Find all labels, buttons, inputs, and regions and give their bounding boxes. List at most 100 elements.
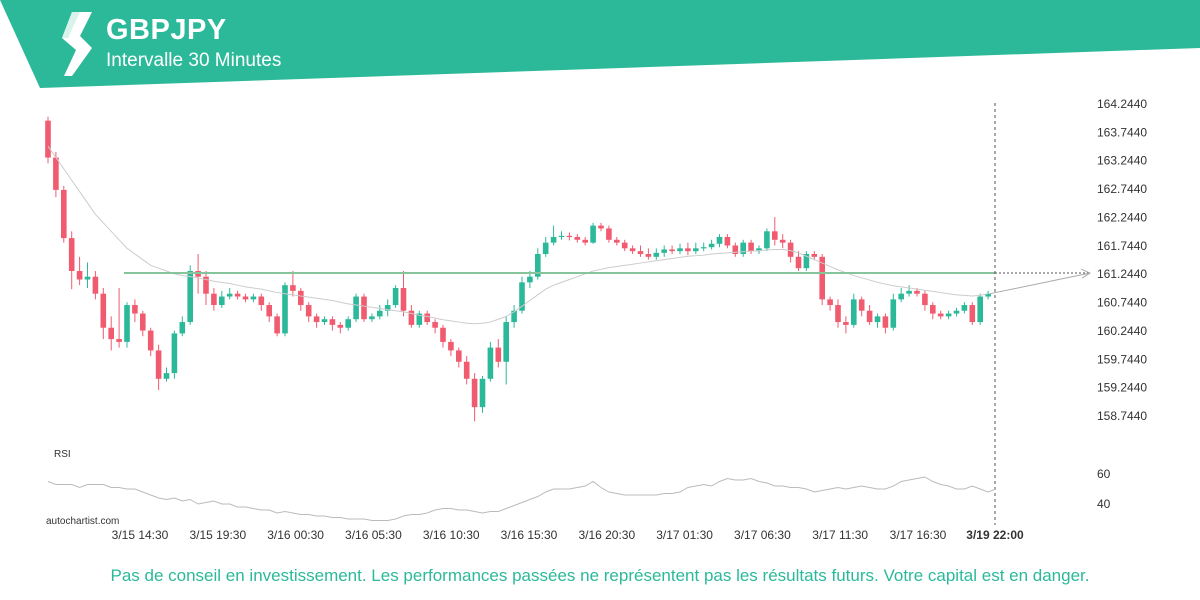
candle-body bbox=[645, 253, 652, 257]
candle bbox=[535, 248, 541, 280]
candle-body bbox=[724, 236, 731, 246]
candle-body bbox=[803, 253, 810, 269]
candle-body bbox=[440, 327, 446, 342]
candle bbox=[866, 305, 873, 325]
candle bbox=[155, 344, 162, 391]
candle-body bbox=[203, 276, 209, 294]
candle-body bbox=[969, 305, 976, 323]
candle bbox=[100, 288, 107, 340]
candle-body bbox=[542, 242, 549, 254]
y-tick-label: 159.7440 bbox=[1097, 352, 1147, 366]
candle-body bbox=[535, 253, 541, 277]
candle bbox=[645, 248, 652, 260]
candle bbox=[219, 290, 225, 308]
candle bbox=[724, 234, 731, 249]
interval-subtitle: Intervalle 30 Minutes bbox=[106, 50, 282, 71]
candle bbox=[590, 222, 596, 244]
candle-body bbox=[408, 310, 415, 325]
candle bbox=[851, 293, 857, 328]
candle bbox=[337, 322, 344, 334]
candle-body bbox=[914, 290, 920, 294]
candle bbox=[353, 293, 359, 323]
candle-body bbox=[866, 310, 873, 323]
candle bbox=[416, 310, 423, 328]
x-tick-label: 3/16 20:30 bbox=[578, 528, 635, 542]
candle bbox=[969, 302, 976, 325]
candle bbox=[930, 302, 936, 320]
rsi-line bbox=[47, 476, 997, 521]
candle bbox=[124, 302, 130, 348]
candle bbox=[748, 239, 754, 254]
candle-body bbox=[479, 378, 486, 408]
candle-body bbox=[606, 228, 612, 240]
candle bbox=[68, 231, 75, 290]
candle bbox=[408, 305, 415, 328]
candle-body bbox=[226, 293, 233, 297]
candle bbox=[266, 302, 272, 323]
candle-body bbox=[329, 319, 336, 325]
candle-body bbox=[155, 350, 162, 379]
candle bbox=[606, 225, 612, 243]
candle-body bbox=[637, 251, 644, 254]
candle bbox=[669, 245, 675, 254]
candle-body bbox=[566, 235, 573, 238]
candle bbox=[463, 356, 470, 385]
candle-body bbox=[337, 324, 344, 328]
candle bbox=[203, 271, 209, 306]
x-tick-label: 3/16 00:30 bbox=[267, 528, 324, 542]
candle-body bbox=[377, 310, 383, 317]
candle-body bbox=[574, 236, 581, 240]
candle bbox=[843, 316, 849, 334]
candle-body bbox=[179, 322, 186, 334]
candle bbox=[629, 245, 636, 254]
x-axis-ticks: 3/15 14:30 3/15 19:30 3/16 00:30 3/16 05:30… bbox=[112, 528, 947, 542]
candle bbox=[874, 313, 881, 328]
candle-body bbox=[432, 322, 438, 328]
candle bbox=[147, 327, 154, 357]
candle-body bbox=[629, 248, 636, 252]
candle bbox=[495, 339, 502, 368]
candle bbox=[598, 222, 604, 232]
candle bbox=[456, 347, 462, 368]
candle-body bbox=[756, 248, 762, 252]
candle-body bbox=[61, 189, 67, 239]
candle bbox=[400, 271, 407, 317]
candle bbox=[511, 305, 517, 328]
candle-body bbox=[748, 242, 754, 252]
candle-body bbox=[764, 231, 770, 249]
moving-average-line bbox=[47, 145, 989, 325]
candle-body bbox=[953, 310, 960, 314]
candle-body bbox=[456, 350, 462, 362]
candle-body bbox=[977, 296, 983, 323]
candle bbox=[772, 217, 778, 246]
candle bbox=[661, 245, 667, 257]
candle-body bbox=[677, 248, 683, 252]
candle-body bbox=[621, 242, 628, 249]
y-tick-label: 160.2440 bbox=[1097, 324, 1147, 338]
candle-body bbox=[416, 313, 423, 325]
candle bbox=[369, 313, 375, 323]
candle bbox=[84, 262, 91, 289]
candle bbox=[637, 245, 644, 257]
candle bbox=[313, 313, 320, 328]
candle bbox=[890, 293, 897, 331]
candle-body bbox=[313, 316, 320, 323]
candle-body bbox=[937, 313, 944, 317]
candle-body bbox=[890, 299, 897, 328]
candle-body bbox=[305, 305, 312, 317]
candle-body bbox=[835, 305, 841, 323]
candle bbox=[945, 310, 952, 320]
candle-body bbox=[874, 316, 881, 323]
projection-arrow-line bbox=[989, 272, 1091, 295]
x-tick-label: 3/16 05:30 bbox=[345, 528, 402, 542]
candle-body bbox=[76, 271, 83, 280]
candle-body bbox=[511, 310, 517, 323]
candle bbox=[811, 251, 818, 260]
candle bbox=[140, 310, 146, 337]
candle-body bbox=[661, 249, 667, 253]
candle bbox=[242, 293, 249, 303]
candle-body bbox=[242, 296, 249, 300]
rsi-tick-label: 40 bbox=[1097, 497, 1111, 511]
y-tick-label: 163.7440 bbox=[1097, 125, 1147, 139]
candle bbox=[835, 299, 841, 328]
